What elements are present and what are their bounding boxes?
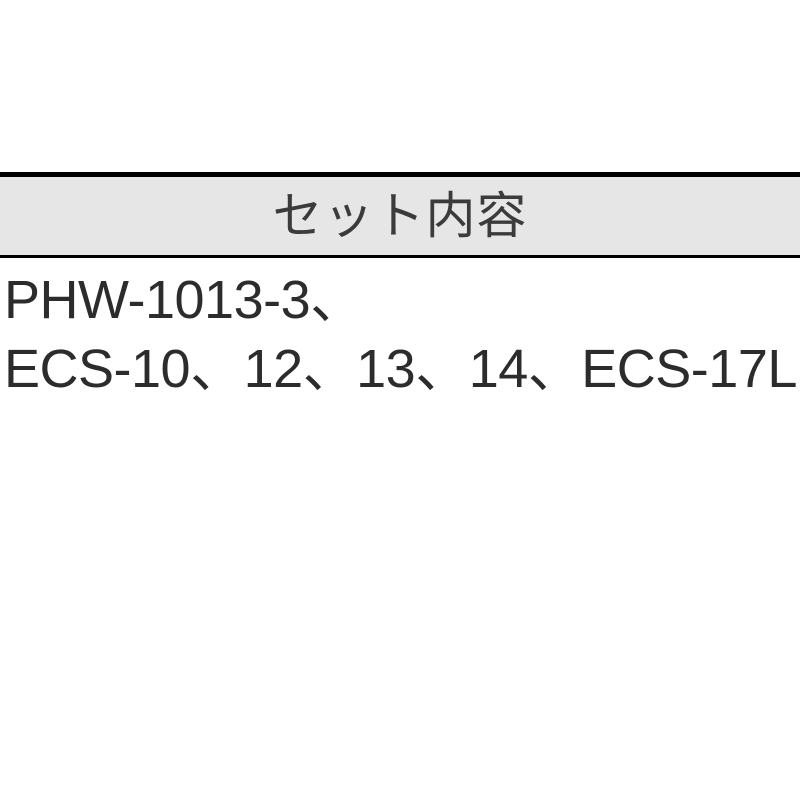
table-body-line-2: ECS-10、12、13、14、ECS-17L [4,335,796,404]
canvas: セット内容 PHW-1013-3、 ECS-10、12、13、14、ECS-17… [0,0,800,800]
table-header: セット内容 [0,172,800,258]
table-body: PHW-1013-3、 ECS-10、12、13、14、ECS-17L [0,258,800,404]
table-body-line-1: PHW-1013-3、 [4,266,796,335]
spec-table: セット内容 PHW-1013-3、 ECS-10、12、13、14、ECS-17… [0,172,800,404]
